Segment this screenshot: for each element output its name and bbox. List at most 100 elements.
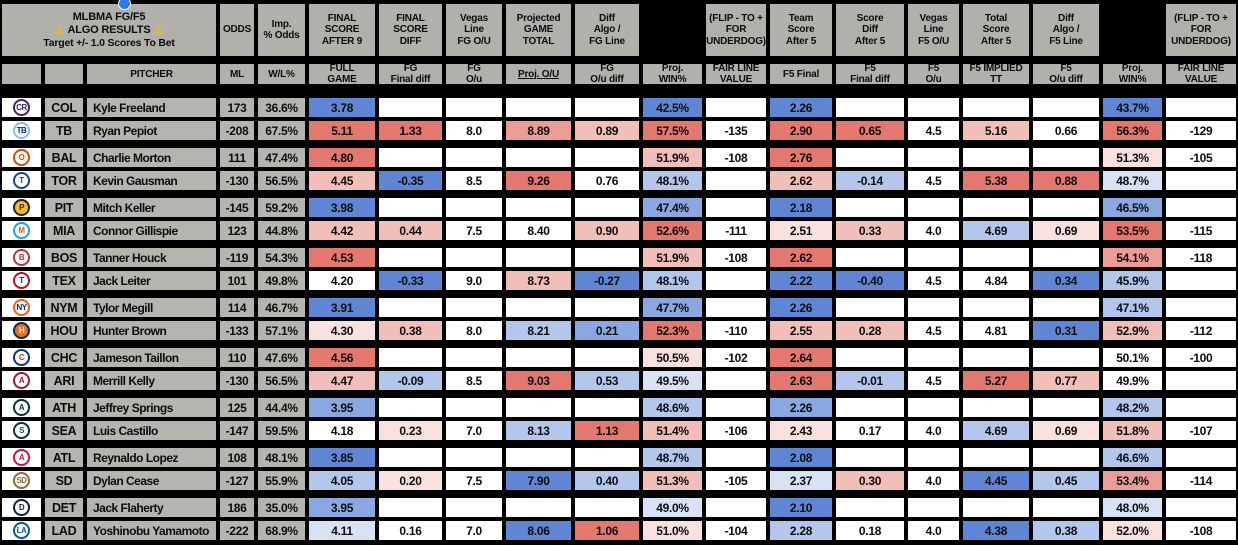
cell-fair-line-fg[interactable] — [704, 196, 768, 219]
cell-proj-win-f5[interactable]: 47.1% — [1101, 296, 1164, 319]
cell-proj-ou[interactable]: 8.13 — [504, 419, 573, 442]
cell-fg-ou[interactable]: 9.0 — [444, 269, 504, 292]
cell-f5-implied-tt[interactable] — [961, 96, 1031, 119]
wl-pct[interactable]: 44.4% — [256, 396, 307, 419]
group-header-team-10[interactable]: Team Score After 5 — [768, 2, 834, 58]
ml-odds[interactable]: 110 — [218, 346, 256, 369]
cell-f5-final-diff[interactable]: 0.18 — [834, 519, 906, 542]
group-header-flip-to-16[interactable]: (FLIP - TO + FOR UNDERDOG) — [1164, 2, 1238, 58]
pitcher-name[interactable]: Jack Leiter — [85, 269, 218, 292]
cell-fair-line-f5[interactable] — [1164, 369, 1238, 392]
cell-proj-ou[interactable]: 8.21 — [504, 319, 573, 342]
group-header-diff-14[interactable]: Diff Algo / F5 Line — [1031, 2, 1101, 58]
wl-pct[interactable]: 48.1% — [256, 446, 307, 469]
wl-pct[interactable]: 56.5% — [256, 169, 307, 192]
cell-proj-win-fg[interactable]: 42.5% — [641, 96, 704, 119]
cell-fair-line-f5[interactable]: -118 — [1164, 246, 1238, 269]
cell-f5-ou-diff[interactable] — [1031, 246, 1101, 269]
cell-fair-line-f5[interactable] — [1164, 96, 1238, 119]
cell-f5-implied-tt[interactable]: 4.69 — [961, 219, 1031, 242]
cell-proj-win-f5[interactable]: 46.5% — [1101, 196, 1164, 219]
cell-fg-ou-diff[interactable]: 0.40 — [573, 469, 641, 492]
cell-proj-win-fg[interactable]: 49.5% — [641, 369, 704, 392]
cell-fg-ou-diff[interactable] — [573, 296, 641, 319]
pitcher-name[interactable]: Jameson Taillon — [85, 346, 218, 369]
cell-f5-final[interactable]: 2.37 — [768, 469, 834, 492]
cell-proj-win-f5[interactable]: 51.8% — [1101, 419, 1164, 442]
team-abbr[interactable]: PIT — [43, 196, 85, 219]
ml-odds[interactable]: 111 — [218, 146, 256, 169]
ml-odds[interactable]: -127 — [218, 469, 256, 492]
cell-fair-line-f5[interactable] — [1164, 269, 1238, 292]
cell-f5-ou-diff[interactable]: 0.66 — [1031, 119, 1101, 142]
cell-fg-ou-diff[interactable]: 0.90 — [573, 219, 641, 242]
cell-proj-win-f5[interactable]: 48.0% — [1101, 496, 1164, 519]
team-logo-cell[interactable]: B — [0, 246, 43, 269]
cell-fg-ou[interactable]: 7.0 — [444, 519, 504, 542]
cell-fair-line-fg[interactable]: -104 — [704, 519, 768, 542]
pitcher-name[interactable]: Dylan Cease — [85, 469, 218, 492]
cell-fg-ou[interactable]: 8.0 — [444, 319, 504, 342]
cell-proj-win-f5[interactable]: 54.1% — [1101, 246, 1164, 269]
cell-proj-ou[interactable] — [504, 496, 573, 519]
cell-f5-final-diff[interactable] — [834, 346, 906, 369]
cell-proj-ou[interactable] — [504, 246, 573, 269]
cell-fg-ou[interactable] — [444, 96, 504, 119]
cell-fg-final-diff[interactable]: 0.23 — [377, 419, 444, 442]
team-abbr[interactable]: BOS — [43, 246, 85, 269]
cell-proj-win-fg[interactable]: 57.5% — [641, 119, 704, 142]
cell-fg-final-diff[interactable]: 1.33 — [377, 119, 444, 142]
cell-proj-win-f5[interactable]: 43.7% — [1101, 96, 1164, 119]
cell-proj-ou[interactable]: 7.90 — [504, 469, 573, 492]
cell-f5-ou[interactable] — [906, 446, 961, 469]
pitcher-name[interactable]: Jack Flaherty — [85, 496, 218, 519]
wl-pct[interactable]: 36.6% — [256, 96, 307, 119]
cell-f5-implied-tt[interactable] — [961, 246, 1031, 269]
cell-f5-final[interactable]: 2.26 — [768, 296, 834, 319]
cell-f5-ou-diff[interactable] — [1031, 96, 1101, 119]
col-header-fair-line-f5[interactable]: FAIR LINE VALUE — [1164, 62, 1238, 86]
wl-pct[interactable]: 49.8% — [256, 269, 307, 292]
team-logo-cell[interactable]: SD — [0, 469, 43, 492]
cell-f5-ou-diff[interactable] — [1031, 296, 1101, 319]
cell-fg-ou-diff[interactable] — [573, 246, 641, 269]
ml-odds[interactable]: -133 — [218, 319, 256, 342]
cell-f5-ou[interactable]: 4.5 — [906, 319, 961, 342]
team-abbr[interactable]: SEA — [43, 419, 85, 442]
cell-full-game[interactable]: 3.95 — [307, 496, 377, 519]
cell-fair-line-fg[interactable] — [704, 296, 768, 319]
wl-pct[interactable]: 57.1% — [256, 319, 307, 342]
cell-f5-ou-diff[interactable] — [1031, 196, 1101, 219]
cell-fg-ou-diff[interactable]: 0.21 — [573, 319, 641, 342]
cell-full-game[interactable]: 4.45 — [307, 169, 377, 192]
cell-fair-line-f5[interactable] — [1164, 396, 1238, 419]
team-abbr[interactable]: ARI — [43, 369, 85, 392]
cell-full-game[interactable]: 4.42 — [307, 219, 377, 242]
cell-fg-ou[interactable]: 7.5 — [444, 219, 504, 242]
ml-odds[interactable]: -130 — [218, 369, 256, 392]
cell-fair-line-fg[interactable] — [704, 96, 768, 119]
team-abbr[interactable]: NYM — [43, 296, 85, 319]
cell-fair-line-fg[interactable] — [704, 269, 768, 292]
cell-fg-ou[interactable]: 7.0 — [444, 419, 504, 442]
cell-f5-final-diff[interactable]: 0.17 — [834, 419, 906, 442]
cell-f5-final-diff[interactable]: -0.14 — [834, 169, 906, 192]
cell-fg-final-diff[interactable]: 0.38 — [377, 319, 444, 342]
cell-fair-line-f5[interactable] — [1164, 196, 1238, 219]
pitcher-name[interactable]: Jeffrey Springs — [85, 396, 218, 419]
wl-pct[interactable]: 67.5% — [256, 119, 307, 142]
col-header-fg-ou-diff[interactable]: FG O/u diff — [573, 62, 641, 86]
team-logo-cell[interactable]: A — [0, 446, 43, 469]
cell-f5-implied-tt[interactable] — [961, 346, 1031, 369]
cell-fg-final-diff[interactable] — [377, 196, 444, 219]
wl-pct[interactable]: 44.8% — [256, 219, 307, 242]
cell-f5-final-diff[interactable] — [834, 146, 906, 169]
cell-full-game[interactable]: 4.20 — [307, 269, 377, 292]
cell-f5-final[interactable]: 2.22 — [768, 269, 834, 292]
cell-fg-final-diff[interactable] — [377, 96, 444, 119]
cell-proj-win-fg[interactable]: 48.1% — [641, 169, 704, 192]
group-header-score-11[interactable]: Score Diff After 5 — [834, 2, 906, 58]
col-header-proj-ou[interactable]: Proj. O/U — [504, 62, 573, 86]
cell-f5-implied-tt[interactable] — [961, 446, 1031, 469]
cell-proj-win-f5[interactable]: 50.1% — [1101, 346, 1164, 369]
